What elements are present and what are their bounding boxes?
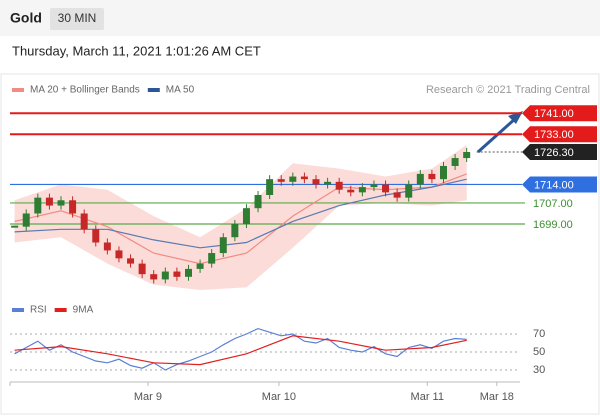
level-label: 1699.00 [533,219,573,231]
candle [393,192,401,198]
forecast-arrowhead [508,111,523,124]
candle [69,200,77,214]
candle [312,179,320,185]
indicator-line [14,327,467,371]
candle [300,176,308,180]
y-tick-label: 50 [533,346,545,358]
candle [138,263,146,275]
ma-line [14,178,467,249]
legend-swatch [12,308,24,312]
candle [428,173,436,180]
y-tick-label: 70 [533,328,545,340]
indicator-line [14,335,467,366]
x-tick-label: Mar 18 [480,391,514,403]
candle [289,176,297,182]
legend-swatch [147,88,160,92]
candle [219,237,227,254]
level-label: 1741.00 [534,108,574,120]
candle [242,208,250,225]
legend-swatch [12,88,24,92]
candle [22,213,30,227]
candle [208,253,216,264]
candle [463,151,471,159]
x-tick-label: Mar 9 [134,391,162,403]
legend-label: MA 20 + Bollinger Bands [30,85,140,96]
candle [266,179,274,195]
candle [173,271,181,277]
candle [103,242,111,251]
x-tick-label: Mar 11 [411,391,444,403]
x-tick-label: Mar 10 [262,391,296,403]
last-price-label: 1726.30 [534,147,574,159]
candle [57,200,65,206]
legend-label: RSI [30,305,47,316]
level-tag [522,126,597,143]
interval-button[interactable] [50,8,104,30]
level-label: 1733.00 [534,129,574,141]
instrument-title: Gold [10,10,42,26]
bollinger-band [14,144,467,290]
candle [370,184,378,188]
candle [451,158,459,166]
candle [150,274,158,280]
candle [196,263,204,269]
timestamp: Thursday, March 11, 2021 1:01:26 AM CET [12,43,261,58]
candle [416,173,424,185]
candle [127,258,135,264]
level-label: 1714.00 [534,179,574,191]
candle [185,268,192,277]
candle [45,197,53,206]
candle [382,184,390,193]
y-tick-label: 30 [533,364,545,376]
candle [92,229,100,243]
candle [277,179,285,182]
candle [34,197,42,214]
candle [358,187,366,193]
ma-line [14,173,467,265]
candle [335,181,343,190]
legend-label: 9MA [73,305,94,316]
candle [231,224,239,238]
credit: Research © 2021 Trading Central [426,84,590,96]
interval-label[interactable]: 30 MIN [58,11,97,25]
candle [161,271,169,280]
candle [80,213,88,230]
legend-swatch [54,308,67,312]
level-label: 1707.00 [533,198,573,210]
candle [324,181,332,185]
candle [115,250,123,259]
candle [405,184,413,198]
candle [254,195,262,209]
legend-label: MA 50 [166,85,195,96]
candle [440,165,447,180]
candle [347,189,355,193]
level-tag [522,105,597,122]
level-tag [522,176,597,193]
last-price-tag [522,143,597,160]
